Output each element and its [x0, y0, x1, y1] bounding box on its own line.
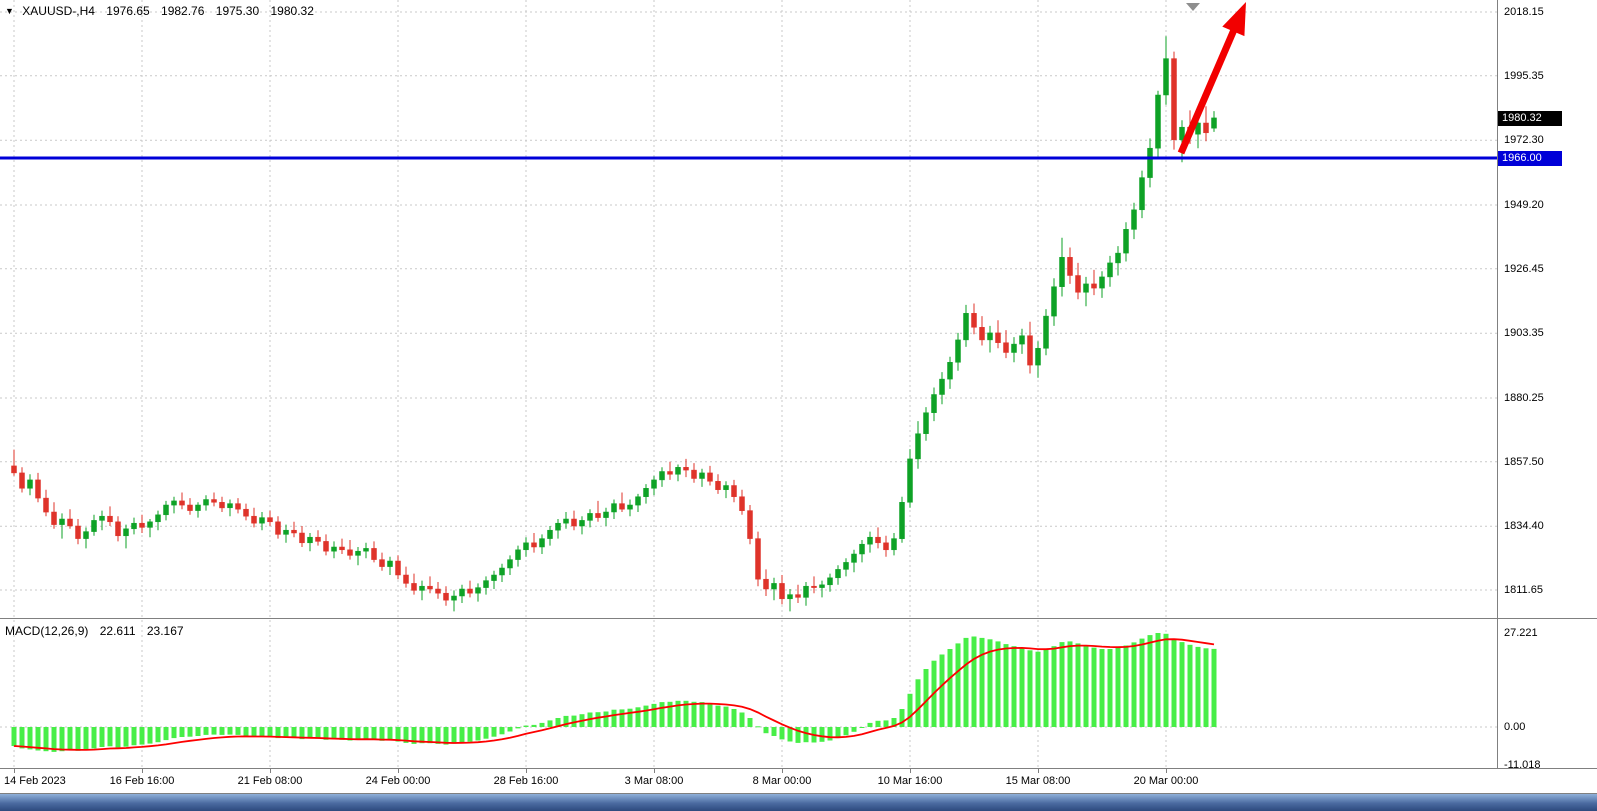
- time-axis-tick: [526, 769, 527, 773]
- macd-signal-line: [13, 638, 1215, 751]
- bottom-divider: [0, 793, 1597, 794]
- time-axis-tick: [782, 769, 783, 773]
- time-axis-tick: [654, 769, 655, 773]
- time-axis-label: 3 Mar 08:00: [624, 775, 684, 787]
- time-axis-label: 15 Mar 08:00: [1005, 775, 1071, 787]
- price-axis-label: 1949.20: [1504, 199, 1544, 211]
- trend-arrow-head[interactable]: [1222, 2, 1246, 37]
- ohlc-high-value: 1982.76: [161, 4, 205, 18]
- time-axis-label: 21 Feb 08:00: [237, 775, 303, 787]
- macd-signal-value: 23.167: [146, 624, 184, 638]
- ohlc-open-value: 1976.65: [106, 4, 150, 18]
- window-bottom-strip: [0, 794, 1597, 811]
- price-axis-label: 1811.65: [1504, 584, 1543, 596]
- time-axis-tick: [142, 769, 143, 773]
- time-axis-tick: [910, 769, 911, 773]
- price-axis-label: 1834.40: [1504, 520, 1544, 532]
- time-axis-label: 8 Mar 00:00: [752, 775, 812, 787]
- price-chart-canvas[interactable]: [0, 0, 1497, 618]
- price-axis-divider: [1497, 0, 1498, 768]
- macd-main-value: 22.611: [99, 624, 136, 638]
- candles-layer: [11, 36, 1217, 612]
- time-axis-divider: [0, 768, 1597, 769]
- price-axis-label: 1903.35: [1504, 327, 1544, 339]
- time-axis-tick: [1166, 769, 1167, 773]
- time-axis[interactable]: 14 Feb 2023 16 Feb 16:00 21 Feb 08:00 24 Fe…: [0, 769, 1497, 793]
- macd-histogram: [11, 633, 1217, 752]
- time-axis-label: 14 Feb 2023: [4, 775, 66, 787]
- symbol-collapse-icon[interactable]: ▼: [5, 6, 14, 16]
- time-axis-tick: [1038, 769, 1039, 773]
- price-axis-label: 2018.15: [1504, 6, 1544, 18]
- panel-divider[interactable]: [0, 618, 1597, 619]
- macd-axis-label: -11.018: [1504, 759, 1541, 771]
- macd-header: MACD(12,26,9) 22.611 23.167: [5, 624, 184, 638]
- symbol-timeframe-label: XAUUSD-,H4: [22, 4, 95, 18]
- price-axis[interactable]: 2018.15 1995.35 1972.30 1949.20 1926.45 1903.…: [1497, 0, 1597, 794]
- time-axis-label: 28 Feb 16:00: [493, 775, 559, 787]
- horizontal-support-line[interactable]: [0, 156, 1497, 160]
- macd-grid-layer: [0, 620, 1497, 768]
- macd-axis-label: 27.221: [1504, 627, 1538, 639]
- time-axis-label: 24 Feb 00:00: [365, 775, 431, 787]
- macd-axis-label: 0.00: [1504, 721, 1526, 733]
- price-axis-label: 1972.30: [1504, 134, 1544, 146]
- macd-indicator-label: MACD(12,26,9): [5, 624, 89, 638]
- price-axis-label: 1926.45: [1504, 263, 1544, 275]
- time-axis-label: 20 Mar 00:00: [1133, 775, 1199, 787]
- price-axis-label: 1857.50: [1504, 456, 1544, 468]
- time-axis-tick: [14, 769, 15, 773]
- macd-indicator-canvas[interactable]: [0, 620, 1497, 768]
- trend-arrow-line[interactable]: [1177, 25, 1239, 155]
- price-axis-label: 1880.25: [1504, 392, 1544, 404]
- time-axis-tick: [398, 769, 399, 773]
- time-axis-label: 16 Feb 16:00: [109, 775, 175, 787]
- chart-header: ▼ XAUUSD-,H4 1976.65 1982.76 1975.30 198…: [5, 4, 314, 18]
- chart-shift-marker-icon[interactable]: [1186, 3, 1200, 11]
- ohlc-low-value: 1975.30: [215, 4, 260, 18]
- time-axis-tick: [270, 769, 271, 773]
- time-axis-label: 10 Mar 16:00: [877, 775, 943, 787]
- line-price-badge: 1966.00: [1497, 151, 1562, 166]
- price-axis-label: 1995.35: [1504, 70, 1544, 82]
- last-price-badge: 1980.32: [1497, 111, 1562, 126]
- ohlc-close-value: 1980.32: [270, 4, 314, 18]
